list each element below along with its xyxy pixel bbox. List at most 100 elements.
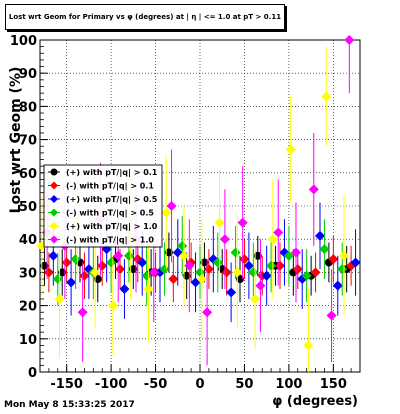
data-point [315,230,325,241]
data-point [141,270,152,281]
data-point [308,184,319,195]
legend-marker [50,208,58,217]
data-point [237,217,248,228]
data-point [107,300,118,311]
legend-label: (+) with pT/|q| > 0.5 [66,195,158,204]
data-point [54,293,65,304]
data-point [236,275,244,284]
x-tick-label: -50 [144,377,168,392]
data-point [172,247,183,258]
data-point [159,264,170,275]
data-point [339,250,349,261]
data-point [248,267,259,278]
data-point [179,250,189,261]
footer-timestamp: Mon May 8 15:33:25 2017 [4,400,135,410]
data-point [168,274,179,285]
legend-marker [50,195,58,203]
data-point [97,260,108,271]
data-point [332,280,343,291]
data-point [291,247,301,258]
data-point [143,284,154,294]
data-point [79,270,90,281]
x-axis-ticks: -150 -100 -50 0 50 100 150 [39,364,361,392]
data-point [161,207,172,218]
data-point [310,267,321,278]
legend-marker [50,222,58,230]
x-tick-label: -100 [95,377,128,392]
data-point [253,251,262,260]
legend: (+) with pT/|q| > 0.1 (-) with pT/|q| > 0… [43,164,163,248]
data-point [66,277,77,288]
x-tick-label: -150 [50,377,83,392]
data-point [250,293,261,304]
data-point [40,261,49,270]
data-point [255,280,266,291]
y-tick-label: 10 [19,333,37,348]
y-tick-label: 0 [28,366,37,381]
data-point [261,270,272,281]
data-point [106,257,117,268]
data-point [230,247,241,258]
data-point [226,287,237,298]
data-point [164,248,173,257]
x-tick-label: 100 [275,377,302,392]
data-point [285,144,296,155]
data-point [344,35,355,45]
legend-marker [50,181,58,190]
x-tick-label: 0 [195,377,204,392]
x-tick-label: 150 [320,377,347,392]
data-point [275,260,285,271]
legend-label: (+) with pT/|q| > 1.0 [66,222,158,231]
legend-marker [50,168,58,176]
data-point [319,244,330,255]
data-point [283,250,294,261]
data-point [350,257,361,268]
data-point [266,260,277,271]
data-point [200,258,209,267]
data-point [166,201,177,211]
legend-label: (-) with pT/|q| > 0.1 [66,182,154,191]
y-tick-label: 100 [10,34,37,49]
data-point [273,227,284,238]
data-point [58,268,67,277]
data-point [203,264,214,275]
data-point [196,274,207,285]
data-point [123,250,134,261]
y-tick-label: 50 [19,200,37,215]
data-point [267,234,278,245]
y-tick-label: 90 [19,67,37,82]
data-point [148,267,159,278]
legend-label: (-) with pT/|q| > 0.5 [66,209,154,218]
data-point [219,234,230,245]
data-point [326,310,337,321]
y-tick-label: 40 [19,233,37,248]
data-point [279,247,290,258]
data-point [202,307,213,318]
data-point [303,340,314,351]
x-axis-label: φ (degrees) [272,394,358,409]
data-point [52,274,63,285]
data-point [129,265,138,274]
data-point [243,260,254,271]
data-point [177,240,188,251]
legend-box [43,164,163,248]
legend-label: (+) with pT/|q| > 0.1 [66,168,158,177]
data-point [48,250,59,261]
data-point [214,217,225,228]
legend-marker [50,235,58,244]
legend-label: (-) with pT/|q| > 1.0 [66,236,154,245]
data-point [328,254,339,265]
data-point [119,284,130,294]
y-tick-label: 20 [19,300,37,315]
data-point [77,307,88,318]
chart-title: Lost wrt Geom for Primary vs φ (degrees)… [5,4,285,30]
y-tick-label: 30 [19,266,37,281]
data-point [221,267,232,278]
data-point [93,275,102,284]
data-point [337,264,348,275]
data-point [184,260,195,271]
y-tick-label: 60 [19,167,37,182]
data-point [61,257,72,268]
y-tick-label: 70 [19,134,37,149]
